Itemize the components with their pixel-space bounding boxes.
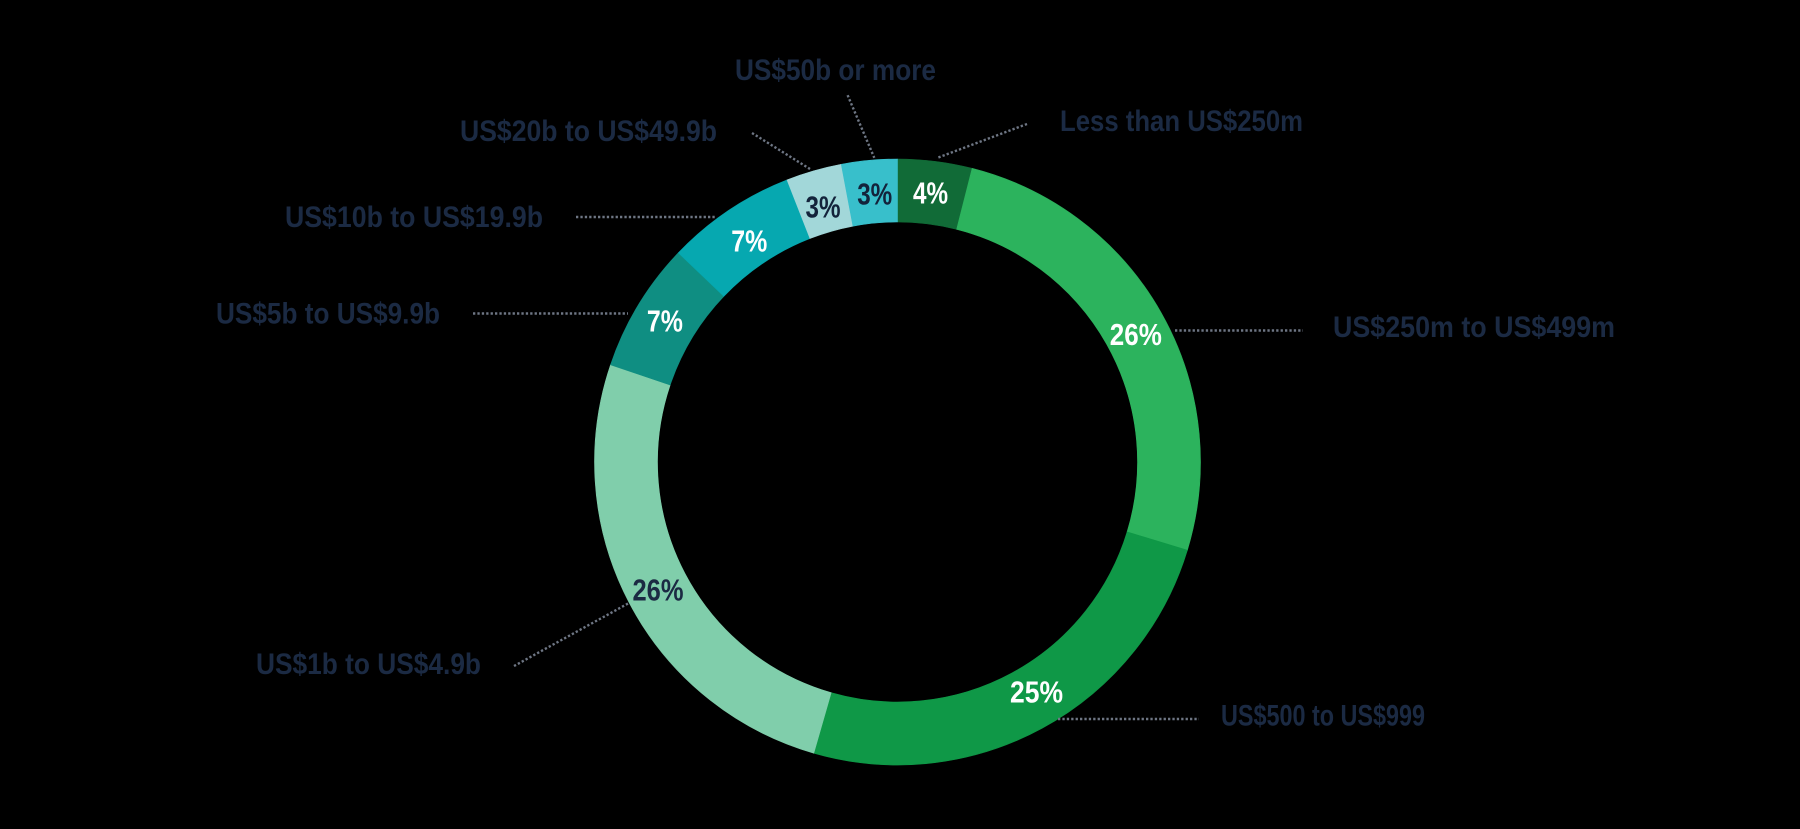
svg-text:7%: 7% (647, 304, 683, 339)
svg-text:US$20b to US$49.9b: US$20b to US$49.9b (460, 115, 717, 148)
svg-text:3%: 3% (857, 177, 892, 212)
svg-text:US$500 to US$999: US$500 to US$999 (1221, 700, 1425, 733)
svg-text:26%: 26% (1110, 317, 1162, 352)
svg-text:US$5b to US$9.9b: US$5b to US$9.9b (216, 298, 440, 331)
svg-text:US$50b or more: US$50b or more (735, 54, 936, 87)
svg-text:4%: 4% (913, 175, 948, 210)
svg-text:25%: 25% (1010, 675, 1063, 710)
svg-text:US$1b to US$4.9b: US$1b to US$4.9b (256, 648, 481, 681)
svg-text:26%: 26% (633, 572, 684, 607)
svg-text:US$10b to US$19.9b: US$10b to US$19.9b (285, 201, 543, 234)
svg-text:US$250m to US$499m: US$250m to US$499m (1333, 311, 1615, 344)
svg-text:3%: 3% (806, 189, 841, 224)
svg-text:Less than US$250m: Less than US$250m (1060, 105, 1303, 138)
svg-text:7%: 7% (731, 224, 767, 259)
